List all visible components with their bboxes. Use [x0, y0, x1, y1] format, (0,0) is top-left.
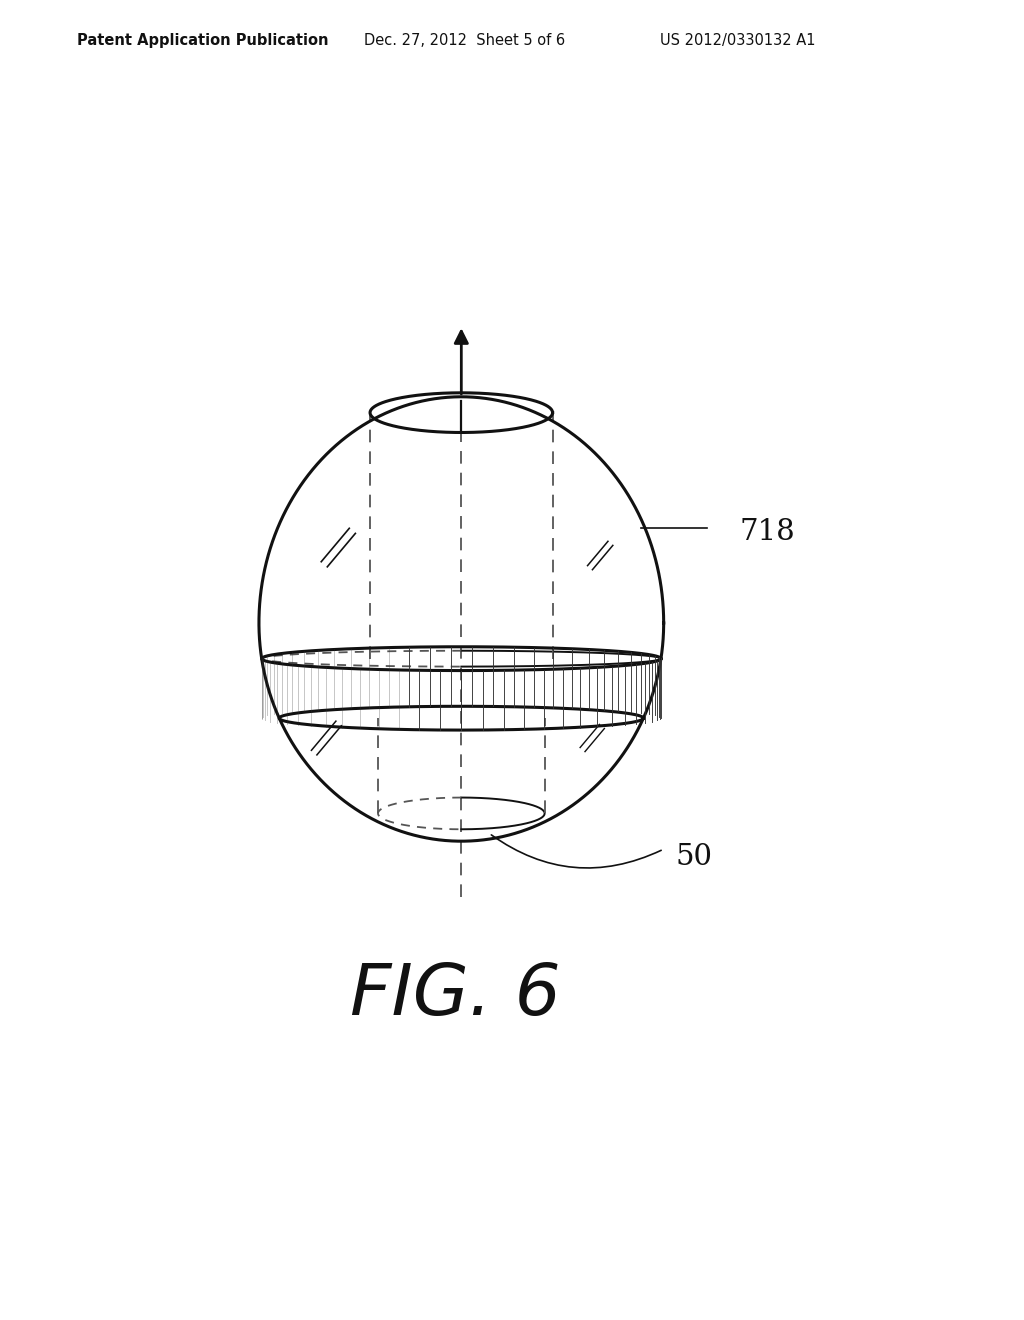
Text: Patent Application Publication: Patent Application Publication	[77, 33, 329, 48]
Text: 50: 50	[676, 843, 713, 871]
Text: 718: 718	[739, 517, 795, 545]
Text: Dec. 27, 2012  Sheet 5 of 6: Dec. 27, 2012 Sheet 5 of 6	[364, 33, 564, 48]
Text: FIG. 6: FIG. 6	[350, 961, 561, 1031]
Text: US 2012/0330132 A1: US 2012/0330132 A1	[660, 33, 816, 48]
